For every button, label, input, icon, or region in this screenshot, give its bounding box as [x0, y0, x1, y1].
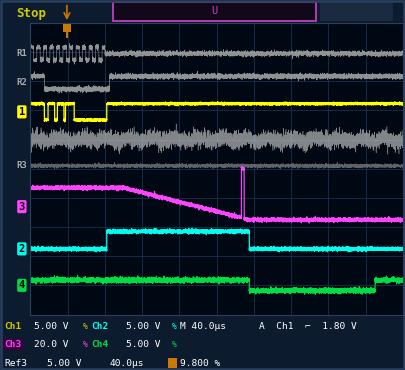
Text: Ch3: Ch3	[4, 340, 21, 349]
Text: M 40.0µs: M 40.0µs	[180, 322, 226, 331]
FancyBboxPatch shape	[320, 2, 393, 21]
Text: Ref3: Ref3	[4, 359, 27, 368]
Text: U: U	[211, 6, 218, 17]
Bar	[168, 358, 177, 369]
Text: Ch1: Ch1	[4, 322, 21, 331]
Text: %: %	[83, 322, 88, 331]
Text: 5.00 V: 5.00 V	[47, 359, 81, 368]
Text: 3: 3	[19, 202, 25, 212]
Text: R2: R2	[17, 78, 27, 87]
Text: Ch2: Ch2	[91, 322, 109, 331]
Text: A  Ch1  ⌐  1.80 V: A Ch1 ⌐ 1.80 V	[259, 322, 357, 331]
Text: %: %	[83, 340, 88, 349]
FancyBboxPatch shape	[63, 24, 70, 32]
Text: %: %	[172, 340, 177, 349]
Text: %: %	[172, 322, 177, 331]
Text: Stop: Stop	[16, 7, 46, 20]
Text: 20.0 V: 20.0 V	[34, 340, 69, 349]
Text: ◄: ◄	[0, 369, 1, 370]
Text: 5.00 V: 5.00 V	[34, 322, 69, 331]
Text: 9.800 %: 9.800 %	[180, 359, 220, 368]
Text: 1: 1	[19, 107, 25, 117]
FancyBboxPatch shape	[66, 31, 68, 38]
Text: 40.0µs: 40.0µs	[109, 359, 144, 368]
Text: 4: 4	[19, 280, 25, 290]
Text: R1: R1	[17, 49, 27, 58]
Text: 5.00 V: 5.00 V	[126, 340, 160, 349]
Text: 2: 2	[19, 244, 25, 254]
Text: Ch4: Ch4	[91, 340, 109, 349]
FancyBboxPatch shape	[113, 2, 316, 21]
Text: 5.00 V: 5.00 V	[126, 322, 160, 331]
Text: R3: R3	[17, 161, 27, 170]
